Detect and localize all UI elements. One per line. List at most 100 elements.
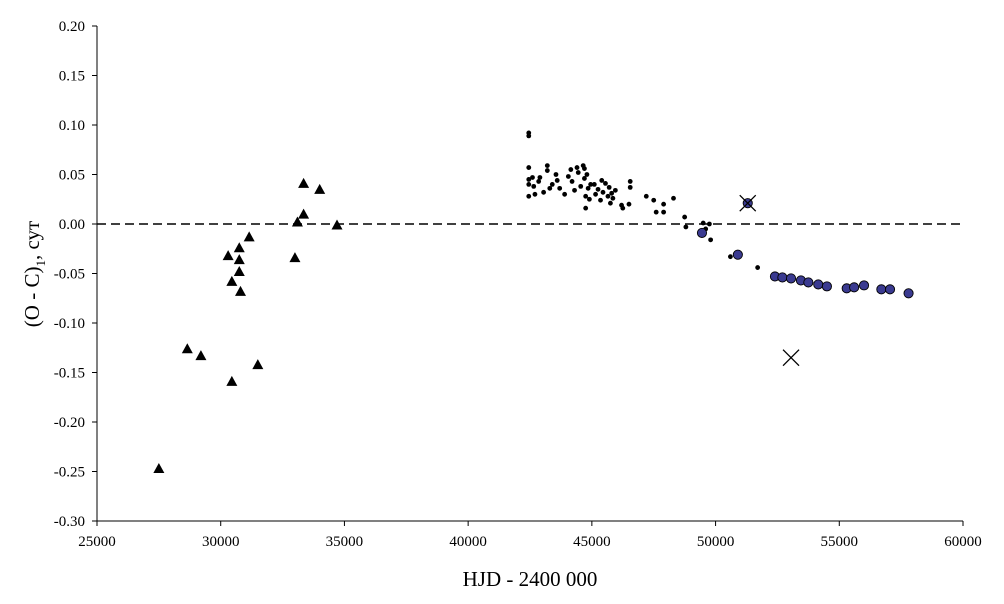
cross-point xyxy=(782,349,800,367)
y-axis-title-subscript: 1 xyxy=(33,260,48,267)
dot-point xyxy=(585,185,591,191)
axis-ticks xyxy=(92,25,964,526)
dot-point xyxy=(578,183,584,189)
x-tick-label: 35000 xyxy=(326,534,364,550)
dot-point xyxy=(682,214,688,220)
dot-point xyxy=(593,191,598,197)
triangle-point xyxy=(226,375,238,386)
circle-point xyxy=(903,288,914,299)
y-tick-label: 0.20 xyxy=(59,19,85,35)
circle-point xyxy=(876,284,887,295)
dot-point xyxy=(706,221,712,227)
y-tick-label: 0.00 xyxy=(59,217,85,233)
dot-point xyxy=(651,197,657,203)
dot-point xyxy=(568,167,574,172)
dot-point xyxy=(626,201,632,207)
triangle-point xyxy=(298,208,310,219)
dot-point xyxy=(537,175,543,180)
dot-point xyxy=(588,182,594,187)
y-axis-title: (O - C)1, сут xyxy=(20,221,48,327)
dot-point xyxy=(572,187,577,193)
dot-point xyxy=(584,172,590,177)
triangle-point xyxy=(314,183,326,194)
y-tick-label: -0.15 xyxy=(54,366,85,382)
dot-point xyxy=(544,163,550,168)
circle-point xyxy=(696,227,708,238)
dot-point xyxy=(541,189,547,195)
dot-point xyxy=(661,201,667,207)
dot-point xyxy=(544,168,550,173)
y-tick-label: 0.05 xyxy=(59,168,85,184)
triangle-point xyxy=(233,266,245,277)
circle-point xyxy=(858,280,870,291)
triangle-point xyxy=(222,250,234,261)
circle-point xyxy=(884,284,896,295)
dot-point xyxy=(600,189,606,195)
triangle-point xyxy=(153,463,165,474)
dot-point xyxy=(606,184,612,190)
x-tick-label: 50000 xyxy=(697,534,735,550)
triangle-point xyxy=(291,216,303,227)
y-tick-label: 0.15 xyxy=(59,69,85,85)
dot-point xyxy=(549,182,555,187)
dot-point xyxy=(569,179,575,184)
plot-frame xyxy=(96,26,963,522)
circle-point xyxy=(785,273,797,284)
dot-point xyxy=(532,191,538,197)
dot-point xyxy=(612,187,618,193)
x-tick-label: 45000 xyxy=(573,534,611,550)
dot-point xyxy=(728,254,733,260)
dot-point xyxy=(653,209,659,215)
dot-point xyxy=(620,205,626,211)
dot-point xyxy=(661,209,667,215)
dot-point xyxy=(526,182,532,187)
dot-point xyxy=(583,205,589,211)
circle-point xyxy=(732,249,743,260)
y-axis-title-main: (O - C) xyxy=(20,267,44,328)
dot-point xyxy=(708,237,714,243)
tick-labels: 25000 30000 35000 40000 45000 50000 55000 60000… xyxy=(54,19,982,550)
dot-point xyxy=(609,190,615,196)
y-tick-label: 0.10 xyxy=(59,118,85,134)
y-tick-label: -0.05 xyxy=(54,267,85,283)
triangle-point xyxy=(233,242,245,253)
dot-point xyxy=(526,177,532,182)
dot-point xyxy=(627,184,633,190)
x-tick-label: 55000 xyxy=(821,534,859,550)
dot-point xyxy=(565,174,571,179)
dot-point xyxy=(595,186,601,192)
dot-point xyxy=(526,193,532,199)
dot-point xyxy=(536,179,542,184)
y-tick-label: -0.10 xyxy=(54,316,85,332)
triangle-point xyxy=(331,219,343,230)
dot-point xyxy=(562,191,568,197)
dot-point xyxy=(557,185,563,191)
x-tick-label: 25000 xyxy=(78,534,116,550)
dot-point xyxy=(583,193,589,199)
dot-point xyxy=(586,196,592,202)
x-axis-title: HJD - 2400 000 xyxy=(463,567,598,591)
circle-point xyxy=(821,281,832,292)
triangle-point xyxy=(298,177,310,188)
dot-point xyxy=(553,172,559,177)
triangle-point xyxy=(181,343,193,354)
dot-point xyxy=(700,220,706,226)
dot-point xyxy=(526,165,532,170)
dot-point xyxy=(574,165,580,170)
dot-point xyxy=(627,179,633,184)
dot-point xyxy=(530,175,535,180)
dot-point xyxy=(531,183,537,189)
dot-point xyxy=(547,185,553,191)
dot-point xyxy=(591,182,597,187)
y-tick-label: -0.20 xyxy=(54,415,85,431)
dot-point xyxy=(610,195,616,201)
triangle-point xyxy=(235,285,247,296)
dot-point xyxy=(598,197,603,203)
triangle-point xyxy=(252,359,264,370)
triangle-point xyxy=(243,231,255,242)
y-tick-label: -0.25 xyxy=(54,465,85,481)
y-axis-title-suffix: , сут xyxy=(20,221,44,260)
dot-point xyxy=(582,176,587,181)
dot-point xyxy=(582,166,587,171)
x-tick-label: 30000 xyxy=(202,534,240,550)
